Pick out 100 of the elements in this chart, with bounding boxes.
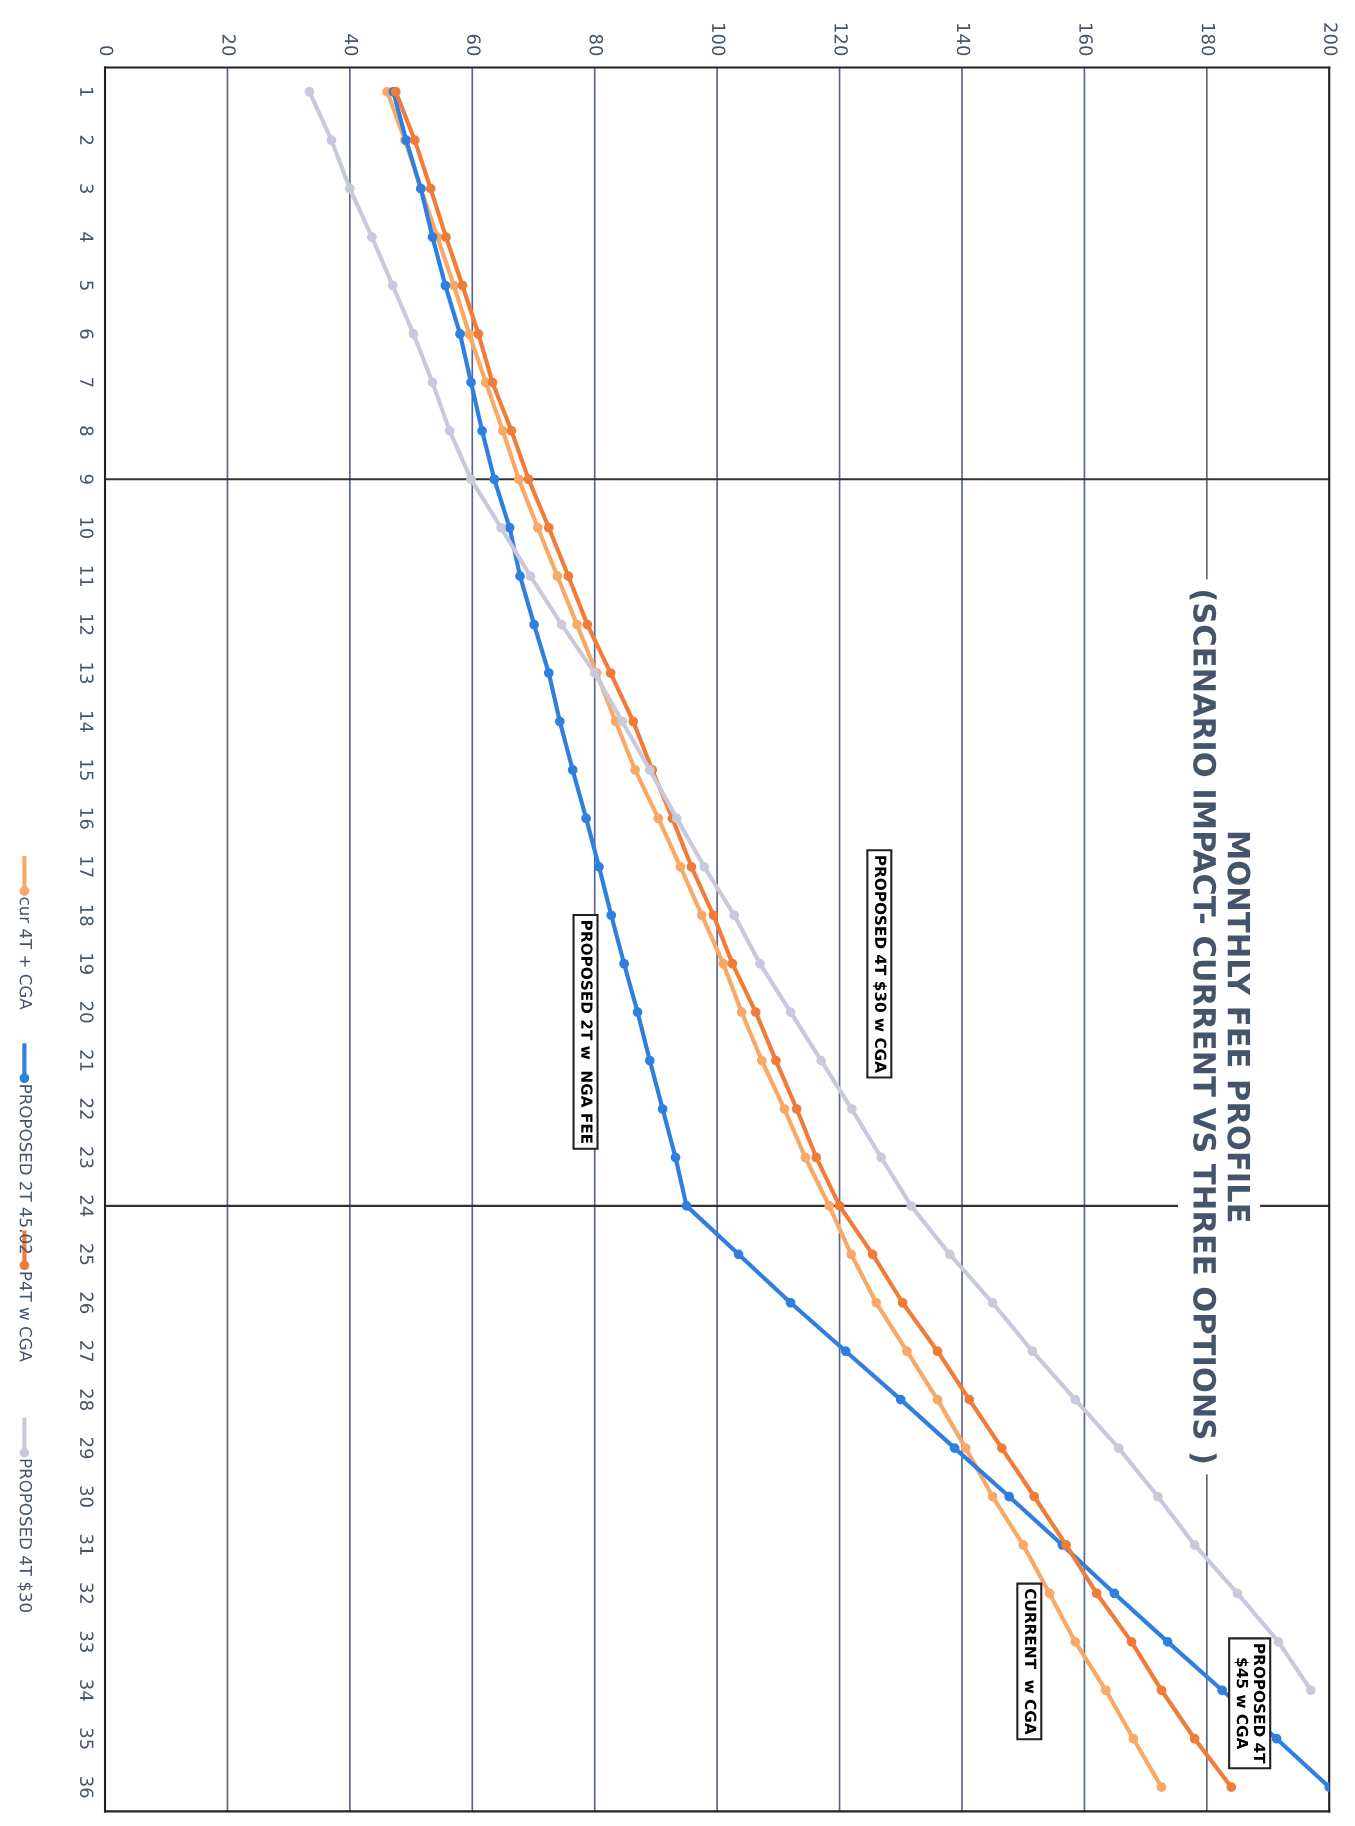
x-tick-label: 180 — [1201, 23, 1216, 56]
point — [387, 280, 398, 291]
x-tick-label: 140 — [956, 23, 971, 56]
point — [543, 522, 554, 533]
point — [529, 619, 539, 630]
point — [681, 1201, 692, 1211]
y-tick-label: 25 — [79, 1244, 94, 1265]
point — [1029, 1491, 1040, 1502]
point — [440, 280, 451, 291]
point — [581, 813, 592, 824]
point — [1189, 1540, 1200, 1550]
y-tick-label: 9 — [79, 474, 94, 484]
point — [632, 1007, 643, 1017]
point — [457, 280, 468, 291]
point — [811, 1152, 822, 1163]
y-tick-label: 27 — [80, 1341, 94, 1362]
y-tick-label: 28 — [79, 1389, 94, 1410]
point — [427, 232, 438, 242]
point — [675, 861, 686, 872]
point — [671, 813, 682, 824]
point — [489, 474, 500, 485]
point — [657, 1104, 668, 1114]
point — [1070, 1636, 1081, 1647]
y-tick-label: 15 — [79, 760, 94, 780]
x-tick-label: 200 — [1324, 23, 1338, 56]
point — [1156, 1782, 1167, 1793]
legend-label: cur 4T + CGA — [19, 897, 33, 1010]
y-tick-label: 4 — [80, 232, 94, 242]
y-tick-label: 36 — [79, 1777, 94, 1798]
point — [572, 619, 582, 630]
point — [944, 1249, 955, 1260]
point — [594, 861, 604, 872]
point — [960, 1443, 971, 1453]
point — [1018, 1540, 1029, 1550]
y-tick-label: 10 — [79, 518, 94, 539]
point — [473, 329, 484, 339]
y-tick-label: 30 — [79, 1486, 94, 1507]
legend-label: P4T w CGA — [19, 1272, 33, 1362]
point — [987, 1297, 998, 1308]
legend-label: PROPOSED 4T $30 — [17, 1459, 33, 1613]
point — [605, 668, 616, 678]
y-tick-label: 33 — [79, 1631, 94, 1652]
point — [785, 1297, 796, 1308]
point — [964, 1394, 975, 1405]
point — [606, 910, 617, 921]
point — [949, 1443, 960, 1453]
annotation: CURRENT w CGA — [1024, 1588, 1037, 1735]
point — [906, 1201, 917, 1211]
y-tick-label: 20 — [79, 1001, 94, 1023]
point — [1113, 1443, 1124, 1453]
point — [464, 329, 475, 339]
point — [750, 1007, 761, 1017]
y-tick-label: 17 — [80, 857, 94, 877]
x-tick-label: 40 — [344, 34, 359, 56]
y-tick-label: 16 — [79, 808, 94, 829]
point — [444, 425, 455, 436]
y-tick-label: 19 — [79, 954, 94, 974]
x-tick-label: 160 — [1079, 23, 1093, 56]
point — [1109, 1588, 1120, 1599]
x-tick-label: 120 — [834, 23, 848, 56]
point — [1070, 1394, 1081, 1405]
y-tick-label: 6 — [79, 329, 94, 339]
annotation: PROPOSED 4T $30 w CGA — [872, 856, 887, 1073]
point — [441, 232, 451, 242]
point — [1152, 1491, 1163, 1502]
point — [895, 1394, 906, 1405]
annotation: PROPOSED 2T w NGA FEE — [581, 921, 593, 1144]
y-tick-label: 31 — [79, 1534, 94, 1555]
point — [653, 813, 664, 824]
point — [696, 910, 707, 921]
point — [567, 765, 578, 775]
point — [1156, 1685, 1167, 1696]
point — [515, 571, 525, 582]
point — [556, 619, 567, 630]
y-tick-label: 32 — [79, 1583, 94, 1604]
point — [800, 1152, 811, 1163]
point — [523, 474, 534, 485]
point — [867, 1249, 878, 1260]
point — [727, 958, 738, 969]
point — [1027, 1346, 1038, 1357]
point — [504, 522, 515, 533]
point — [487, 377, 498, 388]
point — [326, 135, 337, 146]
point — [367, 232, 377, 242]
point — [670, 1152, 681, 1163]
point — [455, 329, 465, 339]
point — [408, 329, 419, 339]
point — [755, 958, 765, 969]
point — [708, 910, 719, 921]
point — [477, 425, 487, 436]
point — [846, 1104, 857, 1114]
legend-label: PROPOSED 2T 45.02 — [19, 1085, 33, 1254]
y-tick-label: 18 — [79, 905, 94, 926]
point — [466, 474, 476, 485]
point — [1126, 1636, 1137, 1647]
point — [756, 1055, 767, 1066]
point — [1306, 1685, 1316, 1696]
point — [427, 377, 438, 388]
text: MONTHLY FEE PROFILE (SCENARIO IMPACT- CURRENT VS THREE OPTIONS ) — [1189, 590, 1251, 1463]
y-tick-label: 14 — [80, 711, 94, 732]
